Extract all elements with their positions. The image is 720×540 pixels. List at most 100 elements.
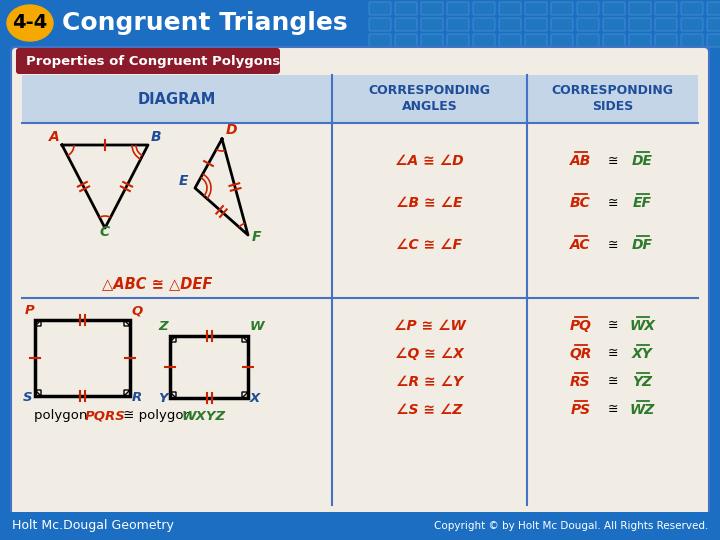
- FancyBboxPatch shape: [551, 18, 573, 31]
- FancyBboxPatch shape: [525, 2, 547, 15]
- FancyBboxPatch shape: [473, 18, 495, 31]
- Text: ≅: ≅: [607, 239, 618, 252]
- Text: Properties of Congruent Polygons: Properties of Congruent Polygons: [26, 55, 280, 68]
- Text: B: B: [151, 130, 161, 144]
- FancyBboxPatch shape: [707, 18, 720, 31]
- FancyBboxPatch shape: [369, 34, 391, 47]
- FancyBboxPatch shape: [421, 18, 443, 31]
- FancyBboxPatch shape: [577, 2, 599, 15]
- Text: F: F: [252, 230, 261, 244]
- Text: △ABC ≅ △DEF: △ABC ≅ △DEF: [102, 276, 212, 292]
- Text: QR: QR: [570, 347, 592, 361]
- Text: P: P: [25, 304, 35, 317]
- FancyBboxPatch shape: [447, 18, 469, 31]
- Text: ∠A ≅ ∠D: ∠A ≅ ∠D: [395, 154, 464, 168]
- Text: ∠Q ≅ ∠X: ∠Q ≅ ∠X: [395, 347, 464, 361]
- Text: Copyright © by Holt Mc Dougal. All Rights Reserved.: Copyright © by Holt Mc Dougal. All Right…: [433, 521, 708, 531]
- Text: PQRS: PQRS: [85, 409, 126, 422]
- FancyBboxPatch shape: [421, 34, 443, 47]
- Text: W: W: [250, 320, 265, 333]
- Text: PS: PS: [570, 403, 590, 417]
- Text: polygon: polygon: [34, 409, 91, 422]
- Text: Q: Q: [132, 304, 143, 317]
- FancyBboxPatch shape: [525, 34, 547, 47]
- Text: CORRESPONDING
ANGLES: CORRESPONDING ANGLES: [369, 84, 490, 113]
- FancyBboxPatch shape: [473, 34, 495, 47]
- Text: ∠P ≅ ∠W: ∠P ≅ ∠W: [394, 319, 465, 333]
- Text: AB: AB: [570, 154, 591, 168]
- Text: ≅: ≅: [607, 403, 618, 416]
- Text: YZ: YZ: [632, 375, 652, 389]
- FancyBboxPatch shape: [577, 34, 599, 47]
- Text: D: D: [226, 123, 238, 137]
- FancyBboxPatch shape: [395, 34, 417, 47]
- Text: DIAGRAM: DIAGRAM: [138, 91, 216, 106]
- FancyBboxPatch shape: [629, 18, 651, 31]
- FancyBboxPatch shape: [447, 2, 469, 15]
- Text: XY: XY: [632, 347, 653, 361]
- FancyBboxPatch shape: [681, 34, 703, 47]
- Text: DE: DE: [632, 154, 653, 168]
- Text: S: S: [23, 391, 32, 404]
- Text: Holt Mc.Dougal Geometry: Holt Mc.Dougal Geometry: [12, 519, 174, 532]
- FancyBboxPatch shape: [629, 2, 651, 15]
- FancyBboxPatch shape: [681, 2, 703, 15]
- FancyBboxPatch shape: [629, 34, 651, 47]
- Text: C: C: [100, 225, 110, 239]
- Text: ≅: ≅: [607, 320, 618, 333]
- FancyBboxPatch shape: [655, 34, 677, 47]
- FancyBboxPatch shape: [603, 2, 625, 15]
- Text: ∠R ≅ ∠Y: ∠R ≅ ∠Y: [396, 375, 463, 389]
- FancyBboxPatch shape: [11, 47, 709, 517]
- FancyBboxPatch shape: [603, 18, 625, 31]
- Text: E: E: [179, 174, 189, 188]
- FancyBboxPatch shape: [551, 2, 573, 15]
- Text: WX: WX: [629, 319, 655, 333]
- Text: A: A: [49, 130, 60, 144]
- FancyBboxPatch shape: [525, 18, 547, 31]
- Text: X: X: [250, 392, 260, 405]
- Bar: [0, 512, 720, 540]
- FancyBboxPatch shape: [655, 2, 677, 15]
- FancyBboxPatch shape: [707, 2, 720, 15]
- Text: WXYZ: WXYZ: [182, 409, 226, 422]
- Ellipse shape: [7, 5, 53, 41]
- Text: AC: AC: [570, 238, 590, 252]
- FancyBboxPatch shape: [395, 2, 417, 15]
- Text: WZ: WZ: [630, 403, 655, 417]
- FancyBboxPatch shape: [499, 34, 521, 47]
- FancyBboxPatch shape: [603, 34, 625, 47]
- Text: PQ: PQ: [570, 319, 591, 333]
- FancyBboxPatch shape: [369, 2, 391, 15]
- FancyBboxPatch shape: [707, 34, 720, 47]
- Text: RS: RS: [570, 375, 591, 389]
- FancyBboxPatch shape: [473, 2, 495, 15]
- Bar: [332, 75, 698, 123]
- Text: EF: EF: [633, 196, 652, 210]
- FancyBboxPatch shape: [395, 18, 417, 31]
- FancyBboxPatch shape: [551, 34, 573, 47]
- FancyBboxPatch shape: [499, 2, 521, 15]
- Bar: [0, 0, 720, 46]
- Text: ≅: ≅: [607, 197, 618, 210]
- FancyBboxPatch shape: [447, 34, 469, 47]
- Text: BC: BC: [570, 196, 591, 210]
- Text: R: R: [132, 391, 143, 404]
- Text: CORRESPONDING
SIDES: CORRESPONDING SIDES: [552, 84, 673, 113]
- FancyBboxPatch shape: [681, 18, 703, 31]
- FancyBboxPatch shape: [369, 18, 391, 31]
- Text: Congruent Triangles: Congruent Triangles: [62, 11, 348, 35]
- Bar: [22, 75, 332, 123]
- Text: ∠S ≅ ∠Z: ∠S ≅ ∠Z: [396, 403, 463, 417]
- FancyBboxPatch shape: [655, 18, 677, 31]
- FancyBboxPatch shape: [577, 18, 599, 31]
- Text: Z: Z: [158, 320, 168, 333]
- Text: ≅: ≅: [607, 348, 618, 361]
- Text: ∠B ≅ ∠E: ∠B ≅ ∠E: [396, 196, 463, 210]
- FancyBboxPatch shape: [421, 2, 443, 15]
- Text: 4-4: 4-4: [12, 14, 48, 32]
- Text: ≅ polygon: ≅ polygon: [119, 409, 197, 422]
- Text: DF: DF: [632, 238, 653, 252]
- Text: ≅: ≅: [607, 154, 618, 167]
- Text: ≅: ≅: [607, 375, 618, 388]
